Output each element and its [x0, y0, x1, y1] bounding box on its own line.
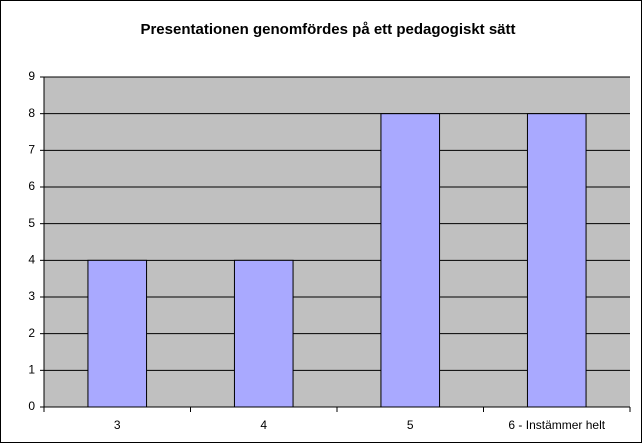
x-tick-label: 3: [114, 418, 121, 432]
y-tick-label: 6: [28, 179, 35, 193]
y-tick-label: 0: [28, 399, 35, 413]
y-tick-label: 7: [28, 143, 35, 157]
bar: [87, 259, 148, 408]
x-tick-label: 6 - Instämmer helt: [508, 418, 605, 432]
bar: [233, 259, 294, 408]
y-tick-label: 2: [28, 326, 35, 340]
y-tick-label: 5: [28, 216, 35, 230]
y-tick-label: 8: [28, 106, 35, 120]
y-tick-label: 1: [28, 363, 35, 377]
bar: [380, 113, 441, 408]
x-tick-label: 5: [407, 418, 414, 432]
y-tick-label: 4: [28, 253, 35, 267]
y-tick-label: 9: [28, 69, 35, 83]
chart-title: Presentationen genomfördes på ett pedago…: [140, 21, 515, 38]
y-tick-label: 3: [28, 289, 35, 303]
bar: [526, 113, 587, 408]
x-tick-label: 4: [260, 418, 267, 432]
